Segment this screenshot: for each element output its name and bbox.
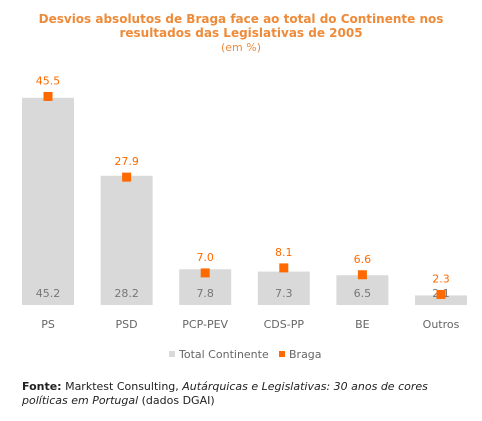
braga-marker xyxy=(279,263,289,273)
bar-value-label: 6.5 xyxy=(354,287,372,300)
category-tick-label: CDS-PP xyxy=(264,318,305,331)
category-tick-label: PS xyxy=(41,318,55,331)
braga-marker xyxy=(436,289,446,299)
braga-value-label: 45.5 xyxy=(36,74,61,87)
bar-value-label: 7.8 xyxy=(196,287,214,300)
braga-marker xyxy=(43,91,53,101)
bar xyxy=(257,271,310,305)
bar-value-label: 45.2 xyxy=(36,287,61,300)
bar-chart: 45.2 PS 45.5 28.2 PSD 27.9 7.8 PCP-PEV 7.0 7.3 CDS… xyxy=(22,74,467,361)
braga-value-label: 6.6 xyxy=(354,253,372,266)
chart-subtitle: (em %) xyxy=(220,41,261,54)
braga-marker xyxy=(200,268,210,278)
braga-value-label: 8.1 xyxy=(275,246,293,259)
source-note: Fonte: Marktest Consulting, Autárquicas … xyxy=(22,380,462,408)
legend-label-braga: Braga xyxy=(289,348,322,361)
category-tick-label: BE xyxy=(355,318,370,331)
braga-value-label: 27.9 xyxy=(114,155,139,168)
chart-title-line-1: Desvios absolutos de Braga face ao total… xyxy=(38,12,444,26)
category-tick-label: PCP-PEV xyxy=(182,318,228,331)
bar-value-label: 7.3 xyxy=(275,287,293,300)
chart-title-line-2: resultados das Legislativas de 2005 xyxy=(119,26,363,40)
braga-marker xyxy=(122,172,132,182)
source-publication: Autárquicas e Legislativas: 30 anos de c… xyxy=(22,380,428,407)
chart-title: Desvios absolutos de Braga face ao total… xyxy=(0,12,482,40)
bar xyxy=(100,175,153,305)
bar xyxy=(336,275,389,305)
category-tick-label: Outros xyxy=(423,318,460,331)
bar xyxy=(415,295,467,305)
braga-value-label: 2.3 xyxy=(432,272,450,285)
braga-marker xyxy=(357,270,367,280)
bar xyxy=(22,97,74,305)
legend-label-total: Total Continente xyxy=(178,348,269,361)
source-text-before: Marktest Consulting, xyxy=(61,380,183,393)
braga-value-label: 7.0 xyxy=(196,251,214,264)
source-text-after: (dados DGAI) xyxy=(138,394,215,407)
source-label: Fonte: xyxy=(22,380,62,393)
legend-swatch-braga xyxy=(279,351,285,357)
legend-swatch-total xyxy=(169,351,175,357)
bar-value-label: 28.2 xyxy=(114,287,139,300)
category-tick-label: PSD xyxy=(116,318,138,331)
